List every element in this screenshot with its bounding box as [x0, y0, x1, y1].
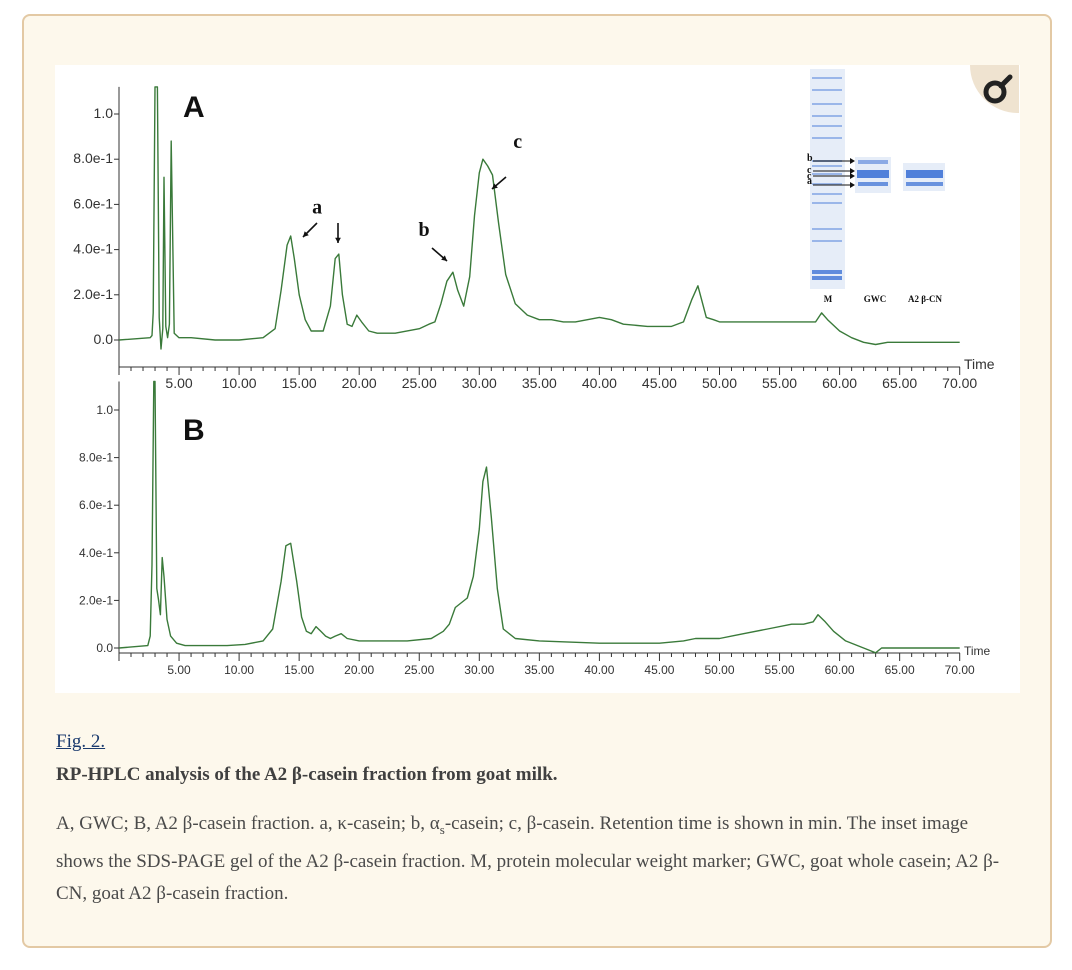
- gel-marker-band: [812, 89, 842, 91]
- gel-marker-band: [812, 77, 842, 79]
- gel-marker-band: [812, 228, 842, 230]
- gel-band-label-a: a: [807, 176, 812, 187]
- panel-b-x-tick-label: 65.00: [885, 663, 915, 677]
- gel-marker-band: [812, 202, 842, 204]
- gel-lane-label: GWC: [864, 294, 887, 304]
- panel-a-x-tick-label: 30.00: [462, 375, 497, 391]
- magnifier-icon: [983, 74, 1013, 104]
- caption-part2: -casein; c, β-casein. Retention time is …: [56, 813, 1000, 904]
- panel-b-y-tick-label: 1.0: [96, 403, 113, 417]
- panel-b-label: B: [183, 414, 205, 447]
- gel-marker-band: [812, 173, 842, 175]
- panel-a-y-tick-label: 6.0e-1: [73, 195, 113, 211]
- panel-a-x-tick-label: 20.00: [342, 375, 377, 391]
- panel-b-x-tick-label: 30.00: [464, 663, 494, 677]
- gel-band-arrow-head: [850, 182, 855, 188]
- panel-a-series-line: [118, 86, 960, 350]
- arrow-c-head: [492, 183, 498, 189]
- panel-b-x-tick-label: 15.00: [284, 663, 314, 677]
- figure-link[interactable]: Fig. 2.: [56, 731, 106, 752]
- gel-a2-band-c2: [906, 182, 943, 186]
- panel-a-annotation-c: c: [513, 131, 522, 153]
- panel-a-x-tick-label: 50.00: [702, 375, 737, 391]
- arrow-a-left-head: [303, 231, 309, 237]
- panel-a-x-tick-label: 60.00: [822, 375, 857, 391]
- panel-a-annotation-a: a: [312, 196, 322, 218]
- arrow-a-right-head: [335, 237, 341, 243]
- panel-a-x-tick-label: 10.00: [222, 375, 257, 391]
- gel-marker-lane: [810, 69, 845, 289]
- panel-b-x-tick-label: 45.00: [644, 663, 674, 677]
- panel-b-x-tick-label: 60.00: [825, 663, 855, 677]
- gel-marker-band: [812, 103, 842, 105]
- panel-a-annotation-b: b: [418, 219, 429, 241]
- panel-b-x-tick-label: 35.00: [524, 663, 554, 677]
- panel-b-x-tick-label: 10.00: [224, 663, 254, 677]
- gel-a2-band-c: [906, 170, 943, 178]
- panel-b-y-tick-label: 2.0e-1: [79, 593, 113, 607]
- gel-marker-band: [812, 125, 842, 127]
- arrow-b-head: [441, 255, 447, 261]
- caption-part1: A, GWC; B, A2 β-casein fraction. a, κ-ca…: [56, 813, 440, 834]
- panel-b-x-tick-label: 40.00: [584, 663, 614, 677]
- figure-title: RP-HPLC analysis of the A2 β-casein frac…: [56, 764, 558, 785]
- gel-gwc-band-c: [857, 170, 889, 178]
- gel-marker-band: [812, 183, 842, 185]
- gel-lane-label: M: [824, 294, 833, 304]
- gel-marker-band: [812, 115, 842, 117]
- gel-marker-band: [812, 137, 842, 139]
- gel-marker-band: [812, 270, 842, 274]
- gel-marker-band: [812, 193, 842, 195]
- panel-b-x-tick-label: 55.00: [765, 663, 795, 677]
- panel-b-y-tick-label: 8.0e-1: [79, 451, 113, 465]
- gel-marker-band: [812, 240, 842, 242]
- panel-b-x-tick-label: 20.00: [344, 663, 374, 677]
- panel-a-x-tick-label: 45.00: [642, 375, 677, 391]
- gel-band-arrow-head: [850, 168, 855, 174]
- gel-band-arrow-head: [850, 158, 855, 164]
- panel-a-y-tick-label: 2.0e-1: [73, 286, 113, 302]
- panel-a-x-tick-label: 70.00: [942, 375, 977, 391]
- gel-band-label-b: b: [807, 153, 813, 164]
- panel-a-x-tick-label: 40.00: [582, 375, 617, 391]
- gel-gwc-band-a: [858, 182, 888, 186]
- panel-b-y-tick-label: 6.0e-1: [79, 498, 113, 512]
- panel-a-y-tick-label: 4.0e-1: [73, 241, 113, 257]
- gel-lane-label: A2 β-CN: [908, 294, 942, 304]
- panel-b-series-line: [118, 380, 960, 654]
- panel-a-x-tick-label: 5.00: [165, 375, 192, 391]
- panel-a-x-tick-label: 35.00: [522, 375, 557, 391]
- panel-b-y-tick-label: 4.0e-1: [79, 546, 113, 560]
- panel-b-x-tick-label: 50.00: [704, 663, 734, 677]
- panel-b-x-tick-label: 5.00: [167, 663, 191, 677]
- panel-a-x-axis-label: Time: [964, 356, 995, 372]
- figure-caption: A, GWC; B, A2 β-casein fraction. a, κ-ca…: [56, 808, 1006, 910]
- panel-a-y-tick-label: 0.0: [94, 331, 114, 347]
- chromatogram-figure: 5.00 10.00 15.00 20.00 25.00 30.00 35.00 40.00 4…: [73, 69, 995, 677]
- panel-b-x-axis-label: Time: [964, 644, 991, 658]
- panel-a-y-tick-label: 8.0e-1: [73, 150, 113, 166]
- panel-a-x-tick-label: 15.00: [282, 375, 317, 391]
- gel-marker-band: [812, 276, 842, 280]
- figure-image: 5.00 10.00 15.00 20.00 25.00 30.00 35.00 40.00 4…: [55, 65, 1020, 693]
- zoom-button[interactable]: [970, 65, 1019, 113]
- gel-gwc-band-b: [858, 160, 888, 164]
- panel-a-x-tick-label: 55.00: [762, 375, 797, 391]
- panel-b-x-tick-label: 25.00: [404, 663, 434, 677]
- panel-a-x-tick-label: 25.00: [402, 375, 437, 391]
- gel-band-arrow-head: [850, 173, 855, 179]
- panel-a-y-tick-label: 1.0: [94, 105, 114, 121]
- gel-marker-band: [812, 165, 842, 167]
- panel-b-x-tick-label: 70.00: [945, 663, 975, 677]
- panel-a-x-tick-label: 65.00: [882, 375, 917, 391]
- caption-subscript: s: [439, 821, 445, 837]
- panel-a-label: A: [183, 91, 205, 124]
- gel-band-label-c: c: [807, 165, 812, 176]
- panel-b-y-tick-label: 0.0: [96, 641, 113, 655]
- gel-band-label-c: c: [807, 171, 812, 182]
